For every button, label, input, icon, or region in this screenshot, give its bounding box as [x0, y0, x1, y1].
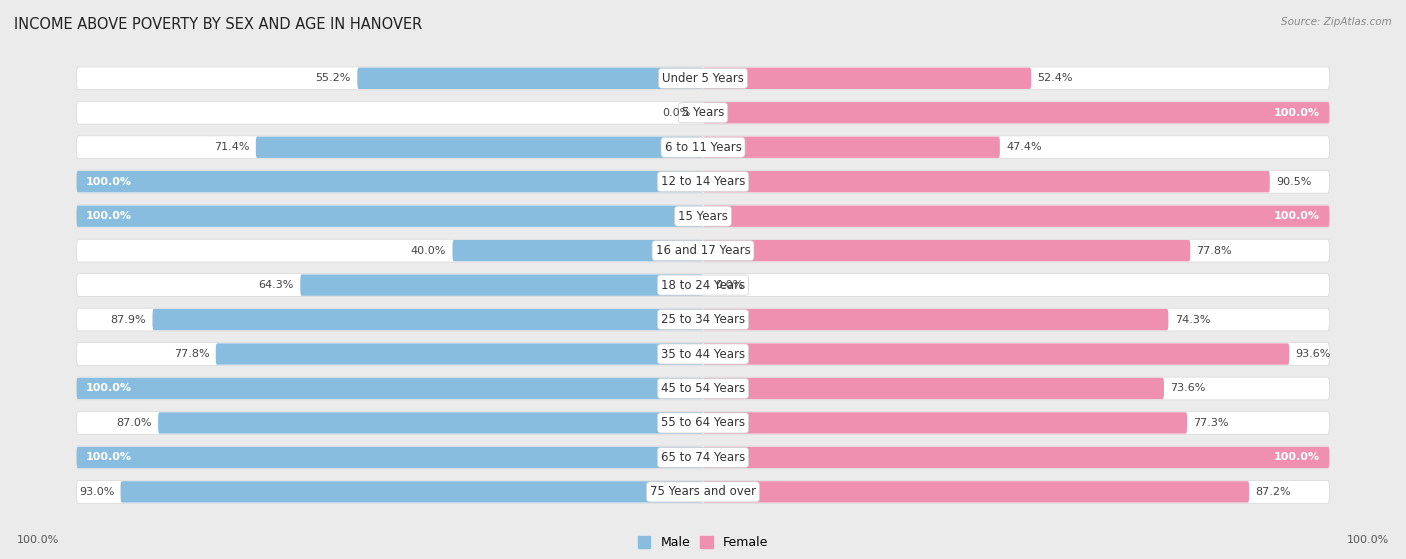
Text: 71.4%: 71.4% — [214, 142, 249, 152]
FancyBboxPatch shape — [121, 481, 703, 503]
FancyBboxPatch shape — [215, 343, 703, 364]
Text: 35 to 44 Years: 35 to 44 Years — [661, 348, 745, 361]
FancyBboxPatch shape — [703, 447, 1329, 468]
Text: 52.4%: 52.4% — [1038, 73, 1073, 83]
Text: 0.0%: 0.0% — [716, 280, 744, 290]
FancyBboxPatch shape — [76, 239, 1330, 262]
FancyBboxPatch shape — [703, 102, 1329, 124]
Text: 100.0%: 100.0% — [1274, 108, 1320, 118]
FancyBboxPatch shape — [703, 136, 1000, 158]
Text: Source: ZipAtlas.com: Source: ZipAtlas.com — [1281, 17, 1392, 27]
Text: 77.3%: 77.3% — [1194, 418, 1229, 428]
FancyBboxPatch shape — [152, 309, 703, 330]
Text: 45 to 54 Years: 45 to 54 Years — [661, 382, 745, 395]
Text: 73.6%: 73.6% — [1170, 383, 1205, 394]
Text: 75 Years and over: 75 Years and over — [650, 485, 756, 499]
FancyBboxPatch shape — [703, 240, 1191, 261]
FancyBboxPatch shape — [357, 68, 703, 89]
FancyBboxPatch shape — [256, 136, 703, 158]
FancyBboxPatch shape — [703, 378, 1164, 399]
Text: 100.0%: 100.0% — [17, 535, 59, 545]
FancyBboxPatch shape — [76, 308, 1330, 331]
FancyBboxPatch shape — [703, 206, 1329, 227]
FancyBboxPatch shape — [77, 206, 703, 227]
Text: 74.3%: 74.3% — [1174, 315, 1211, 325]
Text: 93.0%: 93.0% — [79, 487, 114, 497]
FancyBboxPatch shape — [157, 413, 703, 434]
FancyBboxPatch shape — [703, 68, 1031, 89]
Text: 93.6%: 93.6% — [1295, 349, 1331, 359]
Text: 65 to 74 Years: 65 to 74 Years — [661, 451, 745, 464]
Text: 87.9%: 87.9% — [111, 315, 146, 325]
Text: 87.2%: 87.2% — [1256, 487, 1291, 497]
Text: 100.0%: 100.0% — [1274, 211, 1320, 221]
Text: 100.0%: 100.0% — [1274, 452, 1320, 462]
FancyBboxPatch shape — [76, 101, 1330, 124]
Text: 18 to 24 Years: 18 to 24 Years — [661, 278, 745, 292]
Text: INCOME ABOVE POVERTY BY SEX AND AGE IN HANOVER: INCOME ABOVE POVERTY BY SEX AND AGE IN H… — [14, 17, 422, 32]
Text: Under 5 Years: Under 5 Years — [662, 72, 744, 85]
Text: 15 Years: 15 Years — [678, 210, 728, 222]
FancyBboxPatch shape — [76, 411, 1330, 434]
Text: 77.8%: 77.8% — [174, 349, 209, 359]
Text: 100.0%: 100.0% — [1347, 535, 1389, 545]
FancyBboxPatch shape — [77, 447, 703, 468]
Text: 100.0%: 100.0% — [86, 177, 132, 187]
Text: 100.0%: 100.0% — [86, 383, 132, 394]
FancyBboxPatch shape — [703, 171, 1270, 192]
FancyBboxPatch shape — [76, 67, 1330, 89]
Text: 0.0%: 0.0% — [662, 108, 690, 118]
FancyBboxPatch shape — [76, 481, 1330, 503]
FancyBboxPatch shape — [77, 378, 703, 399]
Text: 87.0%: 87.0% — [117, 418, 152, 428]
FancyBboxPatch shape — [301, 274, 703, 296]
Text: 16 and 17 Years: 16 and 17 Years — [655, 244, 751, 257]
Text: 55 to 64 Years: 55 to 64 Years — [661, 416, 745, 429]
FancyBboxPatch shape — [76, 343, 1330, 366]
Legend: Male, Female: Male, Female — [638, 536, 768, 549]
Text: 77.8%: 77.8% — [1197, 245, 1232, 255]
FancyBboxPatch shape — [76, 377, 1330, 400]
Text: 12 to 14 Years: 12 to 14 Years — [661, 175, 745, 188]
FancyBboxPatch shape — [76, 274, 1330, 296]
Text: 100.0%: 100.0% — [86, 211, 132, 221]
Text: 6 to 11 Years: 6 to 11 Years — [665, 141, 741, 154]
Text: 90.5%: 90.5% — [1277, 177, 1312, 187]
FancyBboxPatch shape — [703, 413, 1187, 434]
Text: 5 Years: 5 Years — [682, 106, 724, 119]
Text: 40.0%: 40.0% — [411, 245, 446, 255]
FancyBboxPatch shape — [76, 136, 1330, 159]
FancyBboxPatch shape — [703, 309, 1168, 330]
Text: 100.0%: 100.0% — [86, 452, 132, 462]
FancyBboxPatch shape — [703, 343, 1289, 364]
FancyBboxPatch shape — [76, 446, 1330, 469]
FancyBboxPatch shape — [703, 481, 1249, 503]
FancyBboxPatch shape — [76, 205, 1330, 228]
Text: 25 to 34 Years: 25 to 34 Years — [661, 313, 745, 326]
Text: 47.4%: 47.4% — [1007, 142, 1042, 152]
Text: 64.3%: 64.3% — [259, 280, 294, 290]
FancyBboxPatch shape — [453, 240, 703, 261]
FancyBboxPatch shape — [76, 170, 1330, 193]
Text: 55.2%: 55.2% — [315, 73, 352, 83]
FancyBboxPatch shape — [77, 171, 703, 192]
